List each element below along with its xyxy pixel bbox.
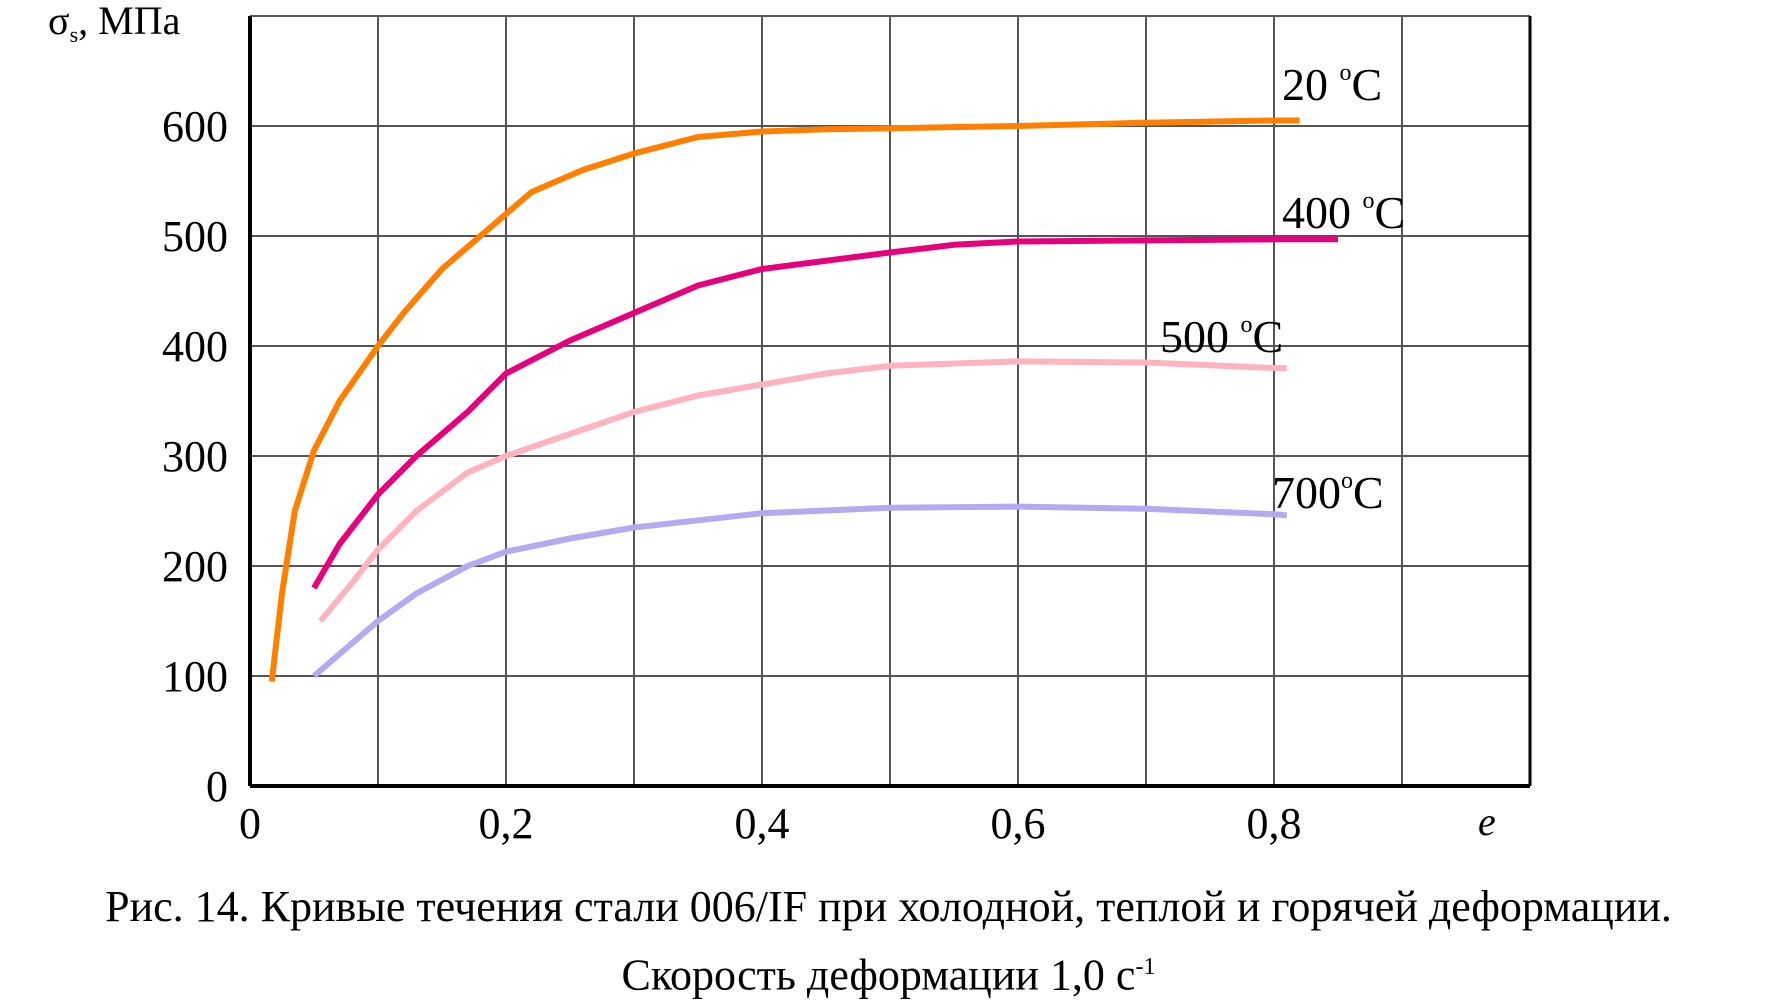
series-label-degree: о	[1241, 312, 1253, 338]
y-tick-label: 100	[162, 652, 228, 701]
series-label: 20 оС	[1282, 59, 1382, 110]
series-label: 500 оС	[1160, 311, 1283, 362]
series-line	[268, 117, 1300, 682]
x-tick-label: 0,4	[735, 799, 790, 848]
x-tick-label: 0,8	[1247, 799, 1302, 848]
y-axis-label-unit: , МПа	[78, 0, 180, 43]
series-label-degree: о	[1340, 60, 1352, 86]
series-label-value: 500	[1160, 311, 1241, 362]
series-label-value: 20	[1282, 59, 1340, 110]
series-label-value: 700	[1272, 467, 1341, 518]
y-tick-label: 600	[162, 102, 228, 151]
y-axis-label-symbol: σ	[48, 0, 70, 43]
series-label: 700оС	[1272, 467, 1384, 518]
x-tick-label: 0,2	[479, 799, 534, 848]
axes	[248, 16, 1532, 788]
series-label-degree: о	[1363, 188, 1375, 214]
grid	[249, 15, 1531, 787]
series-label-value: 400	[1282, 187, 1363, 238]
figure-caption-line2: Скорость деформации 1,0 с-1	[0, 940, 1777, 1003]
figure-caption-line1: Рис. 14. Кривые течения стали 006/IF при…	[105, 882, 1672, 931]
series-label-unit: С	[1375, 187, 1406, 238]
x-tick-label: 0	[239, 799, 261, 848]
x-tick-label: 0,6	[991, 799, 1046, 848]
y-tick-label: 300	[162, 432, 228, 481]
y-tick-label: 400	[162, 322, 228, 371]
y-axis-label-subscript: s	[70, 22, 79, 47]
series-line	[318, 358, 1287, 623]
y-tick-label: 500	[162, 212, 228, 261]
series-label-unit: С	[1353, 467, 1384, 518]
x-axis-label: e	[1478, 799, 1496, 844]
series-label-unit: С	[1253, 311, 1284, 362]
series-label-unit: С	[1352, 59, 1383, 110]
series-lines	[268, 117, 1338, 682]
tick-labels: 0 100 200 300 400 500 600 0 0,2 0,4 0,6 0,8	[162, 102, 1302, 848]
series-line	[312, 503, 1288, 679]
y-tick-label: 0	[206, 762, 228, 811]
series-label-degree: о	[1341, 468, 1353, 494]
series-label: 400 оС	[1282, 187, 1405, 238]
figure-caption-rate-exponent: -1	[1135, 954, 1156, 980]
y-axis-label: σs, МПа	[48, 0, 181, 47]
series-line	[311, 236, 1338, 590]
y-tick-label: 200	[162, 542, 228, 591]
figure-caption-rate: Скорость деформации 1,0 с	[621, 950, 1136, 1000]
